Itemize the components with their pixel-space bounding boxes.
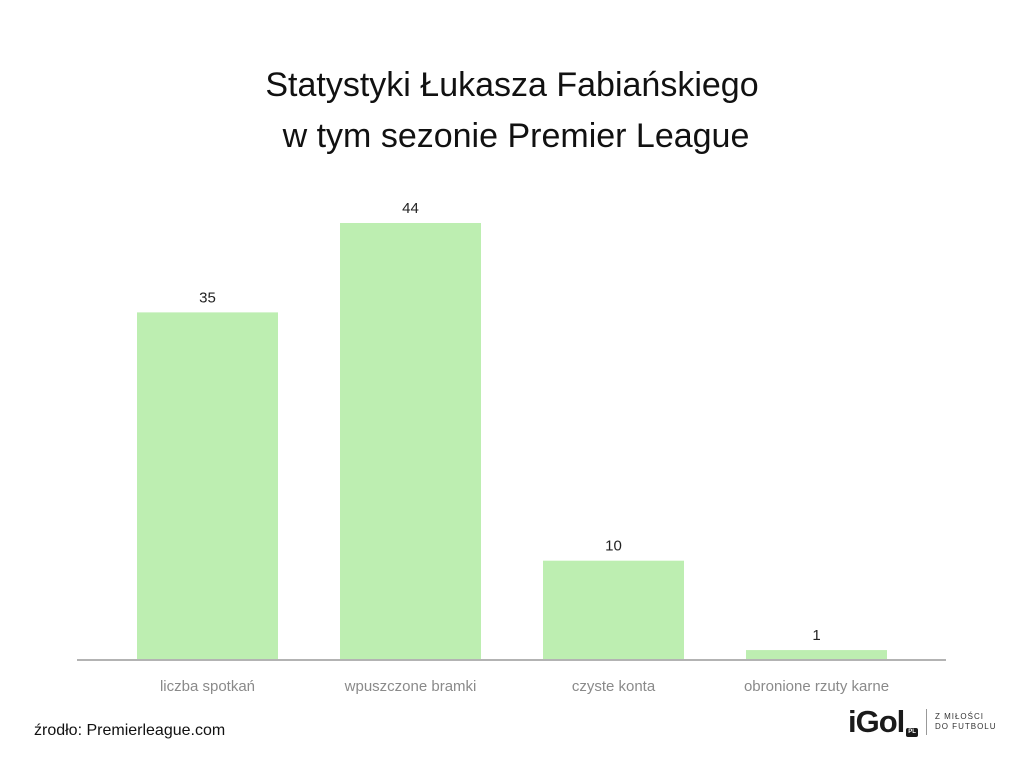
logo-wordmark: iGol xyxy=(848,704,905,739)
logo-badge: PL xyxy=(906,727,918,737)
category-label-2: wpuszczone bramki xyxy=(344,678,477,695)
logo-tagline: Z MIŁOŚCI DO FUTBOLU xyxy=(935,712,997,732)
logo-separator xyxy=(925,709,927,735)
bar-chart: Statystyki Łukasza Fabiańskiego w tym se… xyxy=(77,66,946,695)
bar-value-label-1: 35 xyxy=(199,289,216,306)
source-note: źrodło: Premierleague.com xyxy=(34,722,226,739)
chart-title-line-1: Statystyki Łukasza Fabiańskiego xyxy=(265,66,758,104)
bar-value-label-3: 10 xyxy=(605,538,622,555)
logo-tagline-line-1: Z MIŁOŚCI xyxy=(934,712,984,721)
bar-3 xyxy=(543,560,684,660)
category-label-4: obronione rzuty karne xyxy=(744,678,889,695)
logo-tagline-line-2: DO FUTBOLU xyxy=(934,722,997,731)
category-label-3: czyste konta xyxy=(572,678,656,695)
bar-4 xyxy=(746,650,887,660)
bars-group: 35 liczba spotkań 44 wpuszczone bramki 10 czy… xyxy=(137,200,889,695)
bar-value-label-4: 1 xyxy=(812,627,820,644)
category-label-1: liczba spotkań xyxy=(160,678,255,695)
bar-value-label-2: 44 xyxy=(402,200,419,217)
bar-1 xyxy=(137,312,278,660)
chart-title-line-2: w tym sezonie Premier League xyxy=(282,117,750,155)
igol-logo: iGol PL Z MIŁOŚCI DO FUTBOLU xyxy=(848,704,997,740)
bar-2 xyxy=(340,223,481,660)
